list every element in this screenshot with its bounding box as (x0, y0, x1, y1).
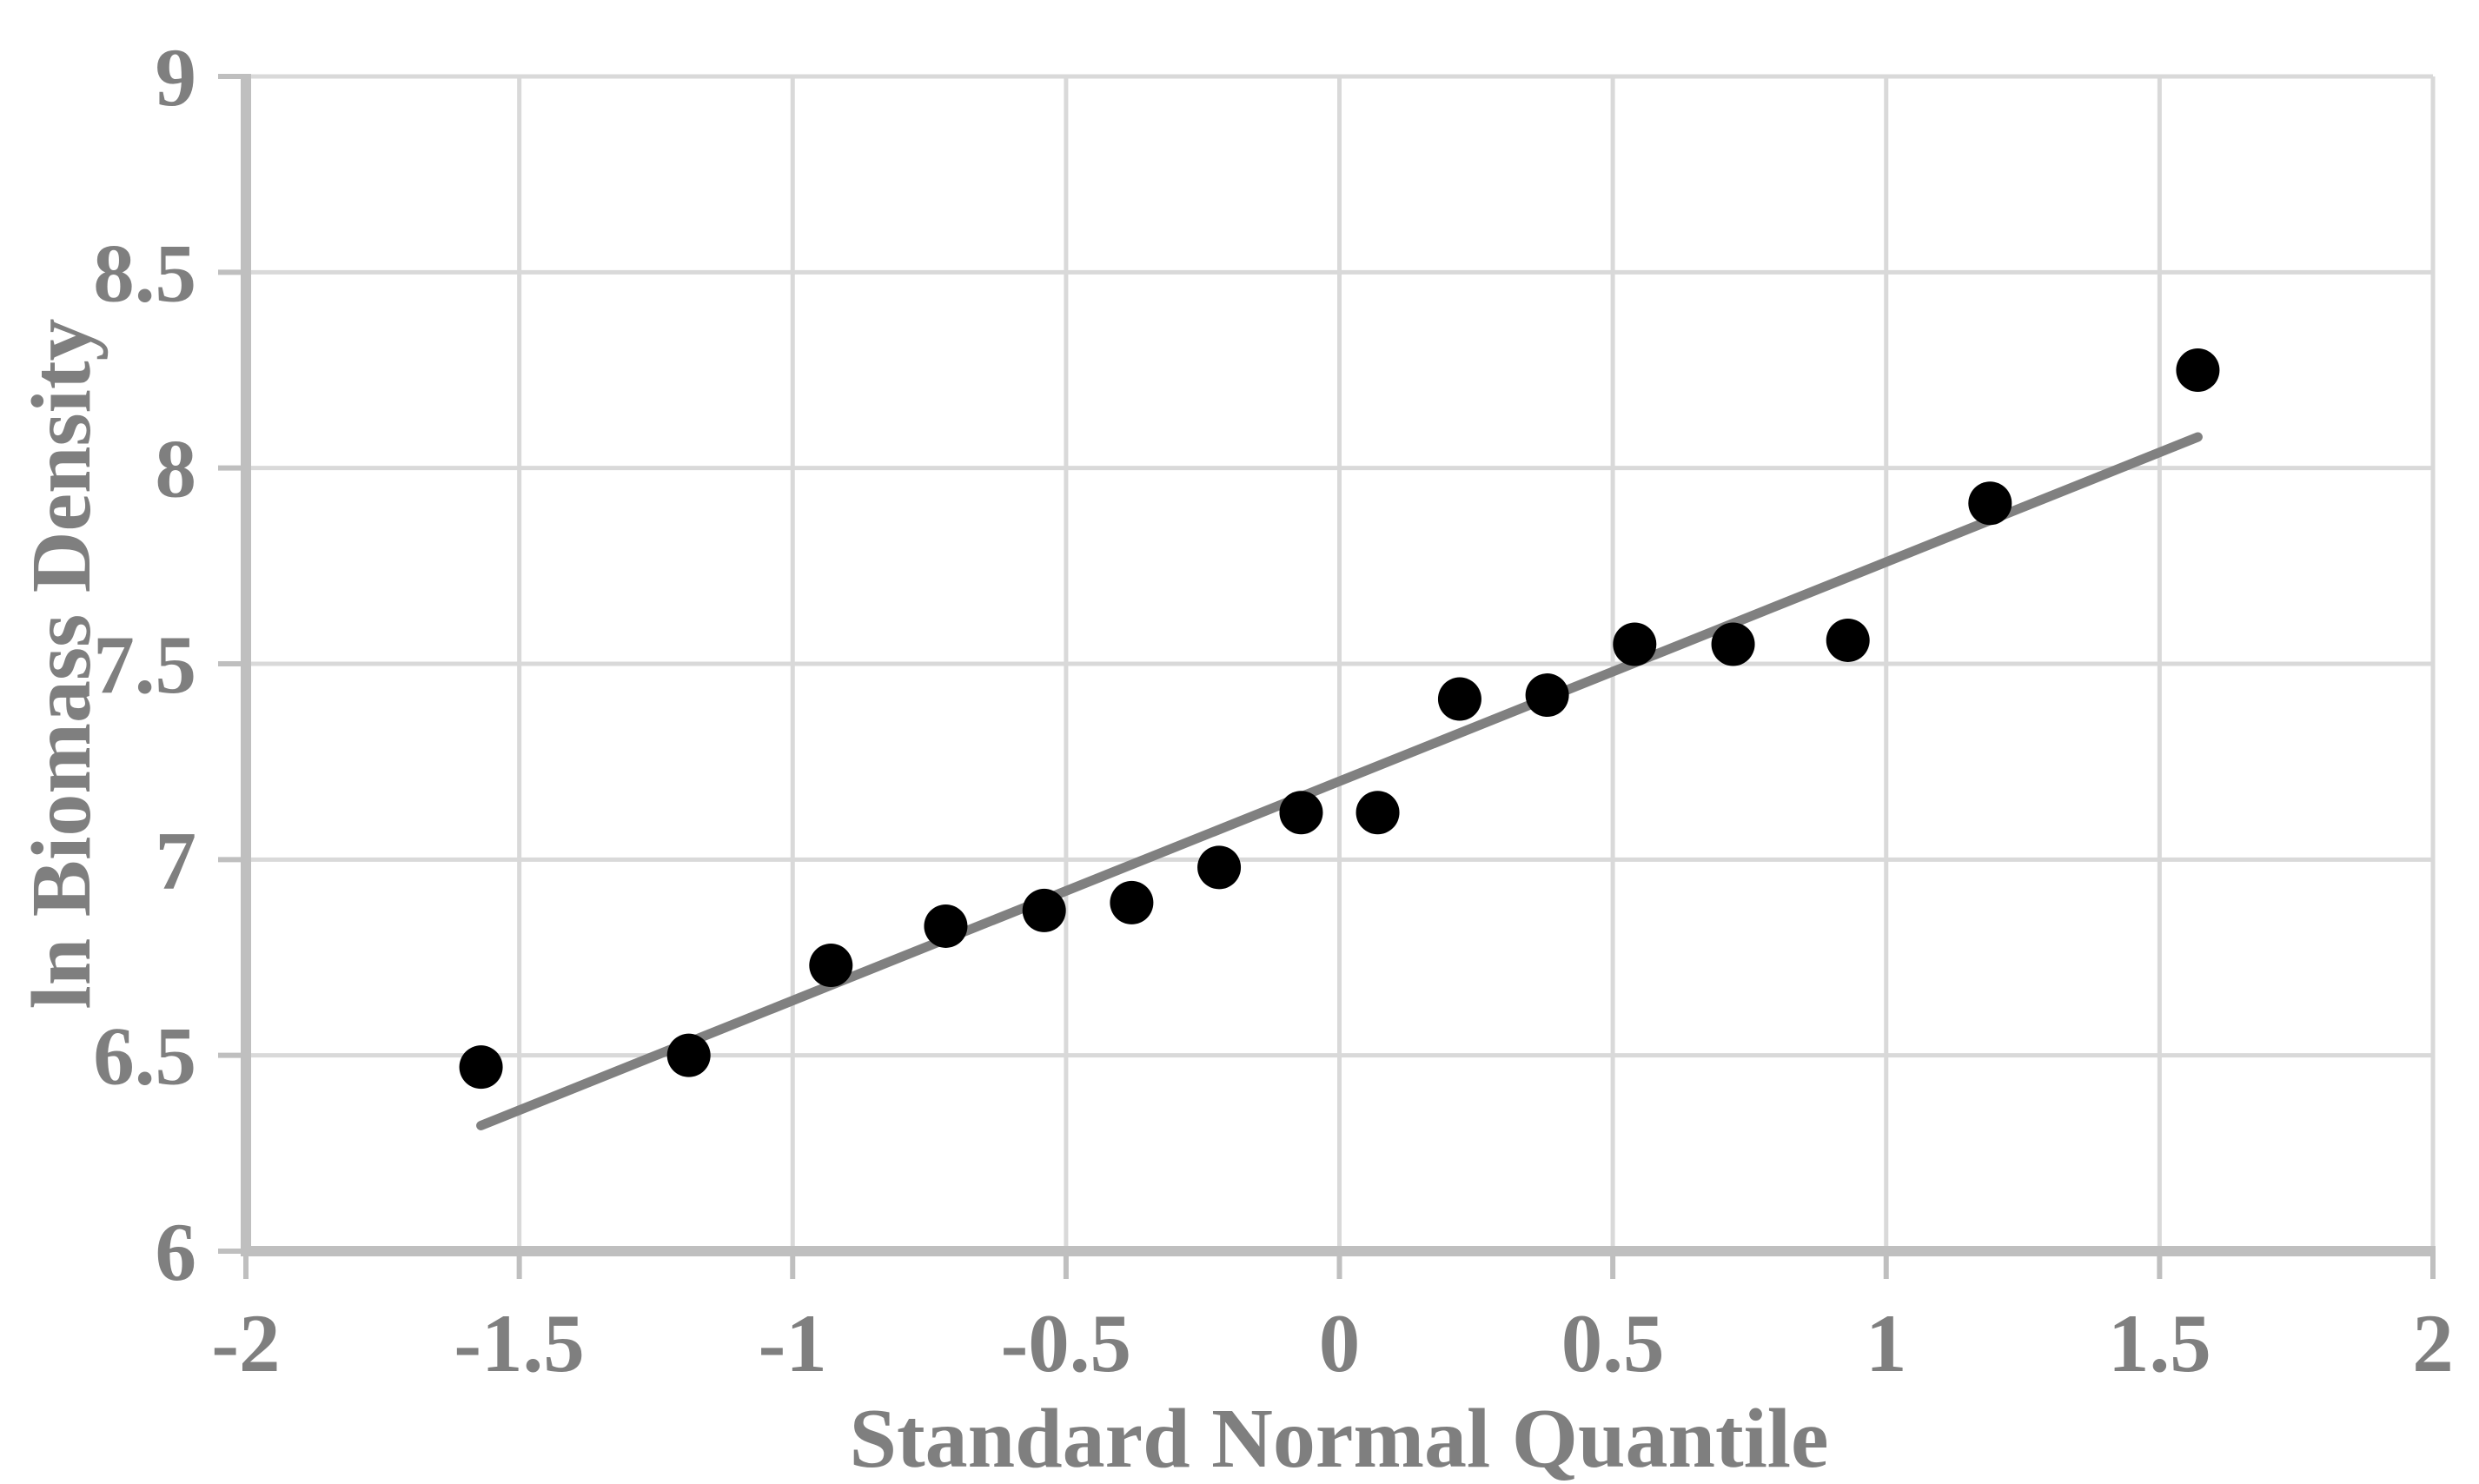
data-point (1437, 677, 1481, 721)
x-axis-title: Standard Normal Quantile (849, 1392, 1828, 1484)
y-axis-title: ln Biomass Density (15, 318, 109, 1009)
data-point (1279, 791, 1323, 835)
data-point (809, 944, 853, 988)
y-tick-label: 9 (156, 31, 197, 123)
x-tick-label: -2 (211, 1297, 280, 1389)
data-point (924, 904, 968, 948)
data-point (1826, 618, 1870, 662)
x-tick-label: 2 (2412, 1297, 2454, 1389)
data-point (1968, 481, 2012, 526)
data-point (1711, 622, 1755, 666)
x-tick-label: -0.5 (1001, 1297, 1131, 1389)
data-point (1022, 888, 1066, 932)
x-tick-label: 1 (1866, 1297, 1907, 1389)
data-point (2176, 348, 2220, 392)
data-point (1197, 845, 1242, 890)
axes (218, 74, 2436, 1279)
y-tick-label: 6 (156, 1206, 197, 1298)
x-tick-label: 0.5 (1561, 1297, 1665, 1389)
data-points-layer (459, 348, 2220, 1090)
tick-labels-layer: -2 -1.5 -1 -0.5 0 0.5 1 1.5 2 6 6.5 7 7.5 8 8.5 9 (93, 31, 2454, 1389)
x-tick-label: -1.5 (454, 1297, 584, 1389)
data-point (1110, 880, 1154, 924)
data-point (459, 1045, 503, 1090)
y-tick-label: 6.5 (93, 1010, 196, 1103)
gridlines (243, 74, 2436, 1254)
data-point (666, 1033, 711, 1077)
x-tick-label: -1 (759, 1297, 827, 1389)
y-tick-label: 7.5 (93, 619, 196, 711)
trendline (476, 432, 2203, 1130)
x-tick-label: 0 (1319, 1297, 1361, 1389)
x-tick-label: 1.5 (2108, 1297, 2211, 1389)
data-point (1355, 791, 1400, 835)
data-point (1613, 622, 1657, 666)
y-tick-label: 8.5 (93, 227, 196, 319)
trendline-layer (476, 432, 2203, 1130)
y-tick-label: 8 (156, 423, 197, 515)
data-point (1525, 673, 1569, 718)
y-tick-label: 7 (156, 814, 197, 906)
